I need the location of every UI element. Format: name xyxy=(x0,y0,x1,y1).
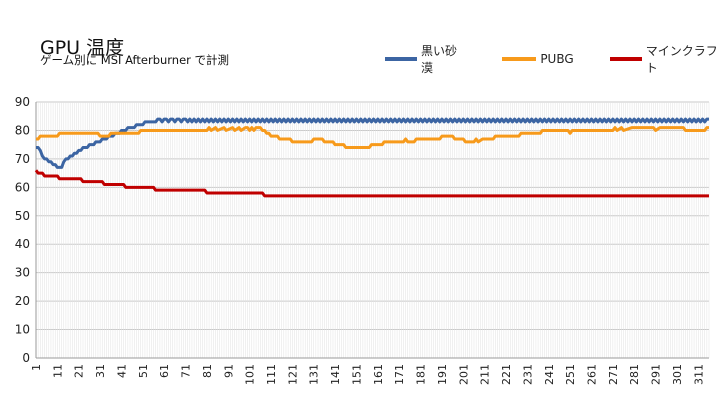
legend-label: マインクラフト xyxy=(645,44,718,75)
x-tick-label: 131 xyxy=(308,364,321,385)
x-tick-label: 251 xyxy=(564,364,577,385)
x-tick-label: 151 xyxy=(350,364,363,385)
x-tick-label: 41 xyxy=(115,364,128,378)
x-tick-label: 81 xyxy=(201,364,214,378)
y-tick-label: 10 xyxy=(15,323,30,337)
x-tick-label: 211 xyxy=(479,364,492,385)
x-tick-label: 141 xyxy=(329,364,342,385)
legend-label: 黒い砂漠 xyxy=(421,44,458,75)
legend-swatch xyxy=(385,57,418,61)
y-tick-label: 50 xyxy=(15,209,30,223)
y-tick-label: 20 xyxy=(15,294,30,308)
x-tick-label: 201 xyxy=(457,364,470,385)
y-tick-label: 40 xyxy=(15,237,30,251)
y-tick-label: 30 xyxy=(15,266,30,280)
series-line-0 xyxy=(36,117,709,169)
legend-item-kuroi-sabaku: 黒い砂漠 xyxy=(385,42,466,76)
chart-subtitle: ゲーム別に MSI Afterburner で計測 xyxy=(40,53,230,67)
y-tick-label: 70 xyxy=(15,152,30,166)
legend-swatch xyxy=(502,57,537,61)
x-tick-label: 91 xyxy=(222,364,235,378)
x-tick-label: 291 xyxy=(650,364,663,385)
x-tick-label: 31 xyxy=(94,364,107,378)
legend-label: PUBG xyxy=(540,52,574,66)
series-line-1 xyxy=(36,126,709,150)
series-line-2 xyxy=(34,169,709,198)
x-tick-label: 161 xyxy=(372,364,385,385)
x-tick-label: 71 xyxy=(180,364,193,378)
legend-swatch xyxy=(609,57,642,61)
y-tick-label: 80 xyxy=(15,123,30,137)
x-tick-label: 181 xyxy=(415,364,428,385)
legend: 黒い砂漠 PUBG マインクラフト xyxy=(385,42,725,76)
y-tick-label: 0 xyxy=(22,351,30,365)
x-tick-label: 51 xyxy=(137,364,150,378)
x-tick-label: 191 xyxy=(436,364,449,385)
x-tick-label: 171 xyxy=(393,364,406,385)
x-tick-label: 231 xyxy=(521,364,534,385)
x-tick-label: 271 xyxy=(607,364,620,385)
x-tick-label: 121 xyxy=(286,364,299,385)
x-tick-label: 11 xyxy=(51,364,64,378)
x-tick-label: 101 xyxy=(244,364,257,385)
chart-title: GPU 温度 xyxy=(40,37,125,59)
x-tick-label: 281 xyxy=(628,364,641,385)
x-tick-label: 311 xyxy=(692,364,705,385)
y-tick-label: 90 xyxy=(15,95,30,109)
x-tick-label: 111 xyxy=(265,364,278,385)
legend-item-pubg: PUBG xyxy=(502,52,574,66)
y-tick-label: 60 xyxy=(15,180,30,194)
x-tick-label: 261 xyxy=(585,364,598,385)
x-tick-label: 61 xyxy=(158,364,171,378)
x-tick-label: 301 xyxy=(671,364,684,385)
x-tick-label: 21 xyxy=(73,364,86,378)
legend-item-minecraft: マインクラフト xyxy=(609,42,725,76)
x-tick-label: 241 xyxy=(543,364,556,385)
x-tick-label: 1 xyxy=(30,364,43,371)
x-tick-label: 221 xyxy=(500,364,513,385)
